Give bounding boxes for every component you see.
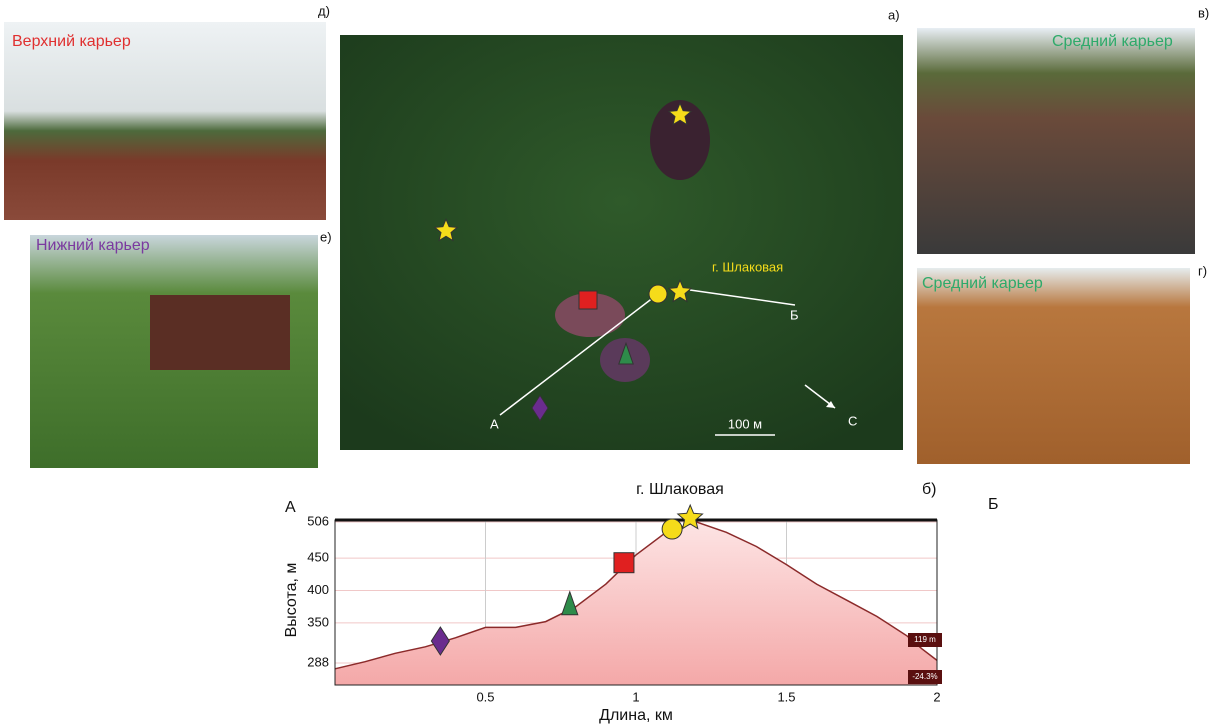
panel-label: б) bbox=[922, 481, 937, 498]
photo-middle-quarry-wall bbox=[917, 268, 1190, 464]
chart-title: г. Шлаковая bbox=[636, 481, 724, 498]
caption: Нижний карьер bbox=[36, 237, 150, 254]
photo-middle-quarry bbox=[917, 28, 1195, 254]
y-tick-label: 400 bbox=[307, 582, 329, 597]
x-tick-label: 1 bbox=[632, 689, 639, 704]
y-tick-label: 450 bbox=[307, 550, 329, 565]
satellite-map bbox=[340, 35, 903, 450]
start-label: А bbox=[285, 499, 296, 516]
panel-label: в) bbox=[1198, 5, 1209, 20]
caption: Средний карьер bbox=[922, 275, 1043, 292]
marker bbox=[614, 553, 634, 573]
scale-label: 100 м bbox=[728, 416, 762, 431]
panel-label: д) bbox=[318, 3, 330, 18]
x-tick-label: 0.5 bbox=[476, 689, 494, 704]
point-label: А bbox=[490, 416, 499, 431]
caption: Верхний карьер bbox=[12, 33, 131, 50]
y-axis-label: Высота, м bbox=[283, 563, 300, 638]
direction-label: С bbox=[848, 413, 857, 428]
marker bbox=[649, 285, 667, 303]
panel-label: а) bbox=[888, 7, 900, 22]
rock bbox=[150, 295, 290, 370]
y-tick-label: 350 bbox=[307, 614, 329, 629]
end-label: Б bbox=[988, 496, 999, 513]
point-label: Б bbox=[790, 307, 799, 322]
marker bbox=[579, 291, 597, 309]
x-axis-label: Длина, км bbox=[599, 707, 673, 724]
map-peak-label: г. Шлаковая bbox=[712, 259, 783, 274]
marker bbox=[662, 519, 682, 539]
y-tick-label: 506 bbox=[307, 513, 329, 528]
x-tick-label: 1.5 bbox=[777, 689, 795, 704]
caption: Средний карьер bbox=[1052, 33, 1173, 50]
badge-label: 119 m bbox=[914, 635, 936, 644]
photo-upper-quarry bbox=[4, 22, 326, 220]
x-tick-label: 2 bbox=[933, 689, 940, 704]
figure: Верхний карьер д) Нижний карьер е) Средн… bbox=[0, 0, 1217, 726]
badge-label: -24.3% bbox=[912, 672, 937, 681]
y-tick-label: 288 bbox=[307, 654, 329, 669]
panel-label: е) bbox=[320, 229, 332, 244]
panel-label: г) bbox=[1198, 263, 1207, 278]
